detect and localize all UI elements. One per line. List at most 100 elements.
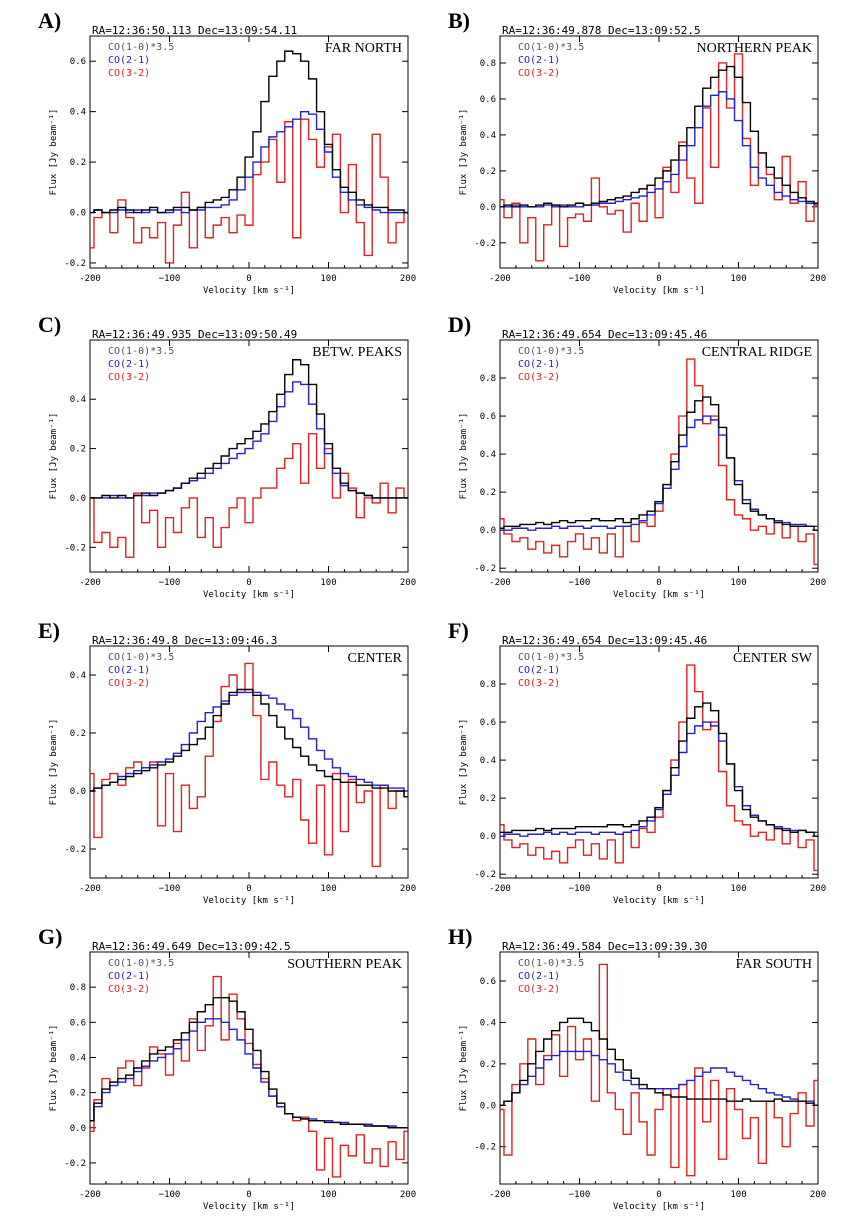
y-tick-label: 0.2	[70, 158, 86, 168]
y-tick-label: 0.2	[480, 1060, 496, 1070]
series-co10-line	[90, 688, 408, 798]
legend-co32: CO(3-2)	[518, 984, 560, 995]
y-tick-label: 0.2	[70, 729, 86, 739]
region-label: BETW. PEAKS	[312, 345, 402, 360]
coordinates-label: RA=12:36:50.113 Dec=13:09:54.11	[92, 24, 297, 37]
legend-co21: CO(2-1)	[518, 55, 560, 66]
x-tick-label: 0	[656, 1190, 661, 1200]
y-axis-title: Flux [Jy beam⁻¹]	[459, 1025, 469, 1112]
x-tick-label: 200	[810, 884, 826, 894]
x-tick-label: 100	[730, 884, 746, 894]
series-co10-line	[500, 1017, 818, 1106]
y-tick-label: 0.6	[70, 57, 86, 67]
panel-letter: G)	[38, 924, 62, 949]
y-tick-label: 0.6	[480, 95, 496, 105]
y-tick-label: 0.8	[480, 680, 496, 690]
y-tick-label: 0.6	[480, 718, 496, 728]
y-axis-title: Flux [Jy beam⁻¹]	[459, 719, 469, 806]
y-tick-label: 0.4	[70, 671, 86, 681]
legend-co10: CO(1-0)*3.5	[108, 42, 174, 53]
plot-area	[90, 359, 408, 558]
x-tick-label: 200	[400, 578, 416, 588]
series-co10-line	[500, 65, 818, 208]
x-axis-title: Velocity [km s⁻¹]	[203, 1202, 295, 1212]
legend-co21: CO(2-1)	[518, 665, 560, 676]
y-tick-label: 0.4	[480, 756, 496, 766]
panel-F: F) RA=12:36:49.654 Dec=13:09:45.46 -200 −10…	[448, 618, 826, 906]
region-label: CENTER	[348, 651, 403, 666]
panel-letter: C)	[38, 312, 61, 337]
panel-letter: E)	[38, 618, 60, 643]
series-co32-line	[90, 118, 408, 264]
legend-co32: CO(3-2)	[518, 372, 560, 383]
legend-co32: CO(3-2)	[108, 984, 150, 995]
panel-D: D) RA=12:36:49.654 Dec=13:09:45.46 -200 −10…	[448, 312, 826, 600]
x-tick-label: −100	[159, 578, 181, 588]
legend-co10: CO(1-0)*3.5	[108, 652, 174, 663]
y-tick-label: 0.4	[70, 395, 86, 405]
series-co21-line	[90, 1018, 408, 1129]
x-tick-label: 200	[810, 578, 826, 588]
x-tick-label: 200	[400, 884, 416, 894]
y-tick-label: 0.4	[70, 108, 86, 118]
legend-co32: CO(3-2)	[108, 372, 150, 383]
plot-area	[500, 963, 818, 1177]
y-tick-label: 0.0	[480, 1101, 496, 1111]
panel-A: A) RA=12:36:50.113 Dec=13:09:54.11 -200 −10…	[38, 8, 416, 296]
panel-H: H) RA=12:36:49.584 Dec=13:09:39.30 -200 −10…	[448, 924, 826, 1212]
legend-co21: CO(2-1)	[108, 359, 150, 370]
region-label: SOUTHERN PEAK	[287, 957, 402, 972]
x-tick-label: −100	[569, 578, 591, 588]
y-tick-label: -0.2	[474, 1143, 496, 1153]
coordinates-label: RA=12:36:49.649 Dec=13:09:42.5	[92, 940, 291, 953]
y-tick-label: -0.2	[64, 259, 86, 269]
panel-letter: H)	[448, 924, 472, 949]
x-tick-label: -200	[79, 274, 101, 284]
x-axis-title: Velocity [km s⁻¹]	[613, 896, 705, 906]
legend-co32: CO(3-2)	[518, 678, 560, 689]
series-co21-line	[500, 415, 818, 531]
y-tick-label: 0.0	[480, 526, 496, 536]
panel-G: G) RA=12:36:49.649 Dec=13:09:42.5 -200 −100…	[38, 924, 416, 1212]
region-label: FAR NORTH	[325, 41, 402, 56]
x-axis-title: Velocity [km s⁻¹]	[203, 590, 295, 600]
series-co21-line	[500, 721, 818, 837]
series-co21-line	[500, 91, 818, 208]
coordinates-label: RA=12:36:49.8 Dec=13:09:46.3	[92, 634, 277, 647]
x-tick-label: 100	[730, 1190, 746, 1200]
y-axis-title: Flux [Jy beam⁻¹]	[459, 413, 469, 500]
series-co32-line	[500, 963, 818, 1177]
legend-co10: CO(1-0)*3.5	[518, 958, 584, 969]
x-tick-label: 100	[320, 274, 336, 284]
y-tick-label: 0.0	[480, 203, 496, 213]
y-tick-label: 0.8	[480, 374, 496, 384]
legend-co32: CO(3-2)	[108, 68, 150, 79]
x-tick-label: −100	[159, 274, 181, 284]
x-tick-label: 200	[400, 274, 416, 284]
x-tick-label: 100	[320, 578, 336, 588]
series-co32-line	[90, 433, 408, 558]
y-tick-label: -0.2	[474, 239, 496, 249]
y-tick-label: 0.0	[70, 1124, 86, 1134]
coordinates-label: RA=12:36:49.654 Dec=13:09:45.46	[502, 328, 707, 341]
x-tick-label: -200	[79, 578, 101, 588]
series-co32-line	[500, 53, 818, 262]
series-co10-line	[90, 997, 408, 1129]
y-tick-label: 0.8	[70, 983, 86, 993]
series-co10-line	[500, 702, 818, 837]
x-tick-label: 200	[400, 1190, 416, 1200]
x-axis-title: Velocity [km s⁻¹]	[613, 1202, 705, 1212]
series-co32-line	[500, 664, 818, 872]
legend-co10: CO(1-0)*3.5	[108, 958, 174, 969]
y-tick-label: 0.0	[70, 209, 86, 219]
panel-letter: B)	[448, 8, 470, 33]
series-co21-line	[500, 1050, 818, 1106]
legend-co21: CO(2-1)	[108, 55, 150, 66]
legend-co10: CO(1-0)*3.5	[518, 346, 584, 357]
x-tick-label: −100	[159, 884, 181, 894]
x-tick-label: 0	[246, 1190, 251, 1200]
y-tick-label: 0.4	[480, 1018, 496, 1028]
x-tick-label: −100	[159, 1190, 181, 1200]
y-tick-label: 0.0	[480, 832, 496, 842]
x-axis-title: Velocity [km s⁻¹]	[613, 590, 705, 600]
